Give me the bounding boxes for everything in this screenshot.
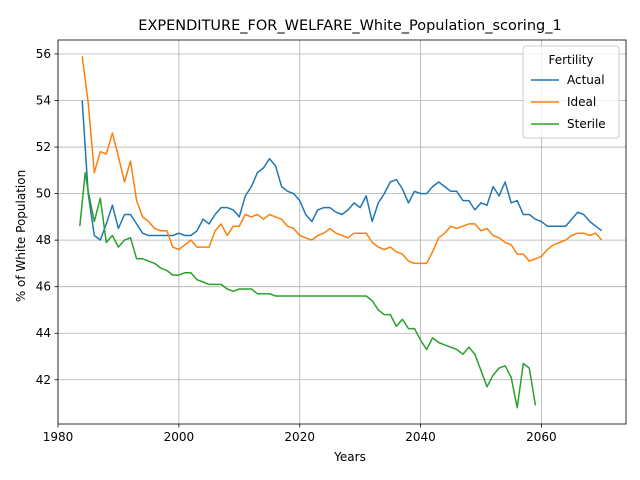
legend-entry-ideal: Ideal [567,95,596,109]
legend-entry-sterile: Sterile [567,117,606,131]
x-tick-label: 2060 [526,430,557,444]
y-axis-label: % of White Population [14,170,28,302]
legend-title: Fertility [548,53,593,67]
x-tick-label: 2000 [164,430,195,444]
plot-frame [57,39,627,425]
x-axis-label: Years [333,450,366,464]
y-tick-label: 46 [36,280,51,294]
x-tick-label: 2040 [405,430,436,444]
y-tick-label: 52 [36,140,51,154]
y-tick-label: 50 [36,187,51,201]
y-tick-label: 48 [36,233,51,247]
legend-box [522,45,620,139]
series-line-ideal [81,56,603,265]
y-tick-label: 54 [36,94,51,108]
y-tick-label: 44 [36,326,51,340]
x-tick-label: 2020 [284,430,315,444]
chart-title: EXPENDITURE_FOR_WELFARE_White_Population… [138,18,561,34]
y-tick-label: 42 [36,373,51,387]
legend-entry-actual: Actual [567,73,605,87]
x-tick-label: 1980 [43,430,74,444]
series-line-sterile [79,171,537,409]
y-tick-label: 56 [36,47,51,61]
legend: Fertility Actual Ideal Sterile [522,45,620,139]
axes: 1980 2000 2020 2040 2060 42 44 46 48 50 52 54 56 [36,39,627,444]
series-lines [79,56,603,409]
